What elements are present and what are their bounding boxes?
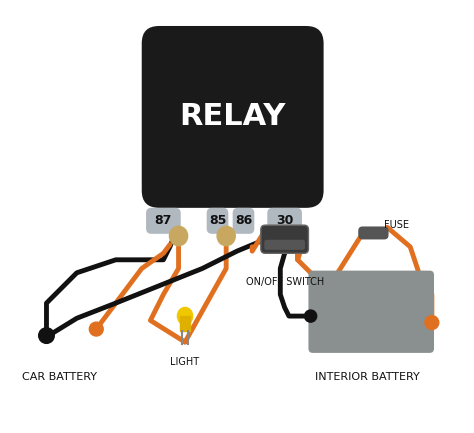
- Text: 30: 30: [276, 214, 293, 227]
- Text: 85: 85: [209, 214, 226, 227]
- Ellipse shape: [177, 307, 192, 325]
- Ellipse shape: [169, 226, 188, 246]
- Ellipse shape: [217, 226, 235, 246]
- FancyBboxPatch shape: [233, 208, 255, 234]
- FancyBboxPatch shape: [261, 225, 309, 253]
- Text: INTERIOR BATTERY: INTERIOR BATTERY: [315, 372, 419, 382]
- Circle shape: [89, 322, 103, 336]
- FancyBboxPatch shape: [267, 208, 302, 234]
- Text: FUSE: FUSE: [384, 220, 409, 230]
- FancyBboxPatch shape: [264, 240, 305, 250]
- Circle shape: [425, 316, 439, 330]
- Text: 86: 86: [235, 214, 252, 227]
- Text: LIGHT: LIGHT: [171, 357, 200, 367]
- Circle shape: [305, 310, 317, 322]
- Circle shape: [39, 328, 55, 343]
- Text: ON/OFF SWITCH: ON/OFF SWITCH: [246, 277, 324, 287]
- Bar: [180, 316, 190, 331]
- Text: CAR BATTERY: CAR BATTERY: [22, 372, 97, 382]
- FancyBboxPatch shape: [358, 226, 389, 239]
- FancyBboxPatch shape: [207, 208, 228, 234]
- FancyBboxPatch shape: [309, 271, 434, 353]
- FancyBboxPatch shape: [142, 26, 324, 208]
- Text: RELAY: RELAY: [180, 103, 286, 131]
- FancyBboxPatch shape: [146, 208, 181, 234]
- Text: 87: 87: [155, 214, 172, 227]
- Ellipse shape: [289, 226, 307, 246]
